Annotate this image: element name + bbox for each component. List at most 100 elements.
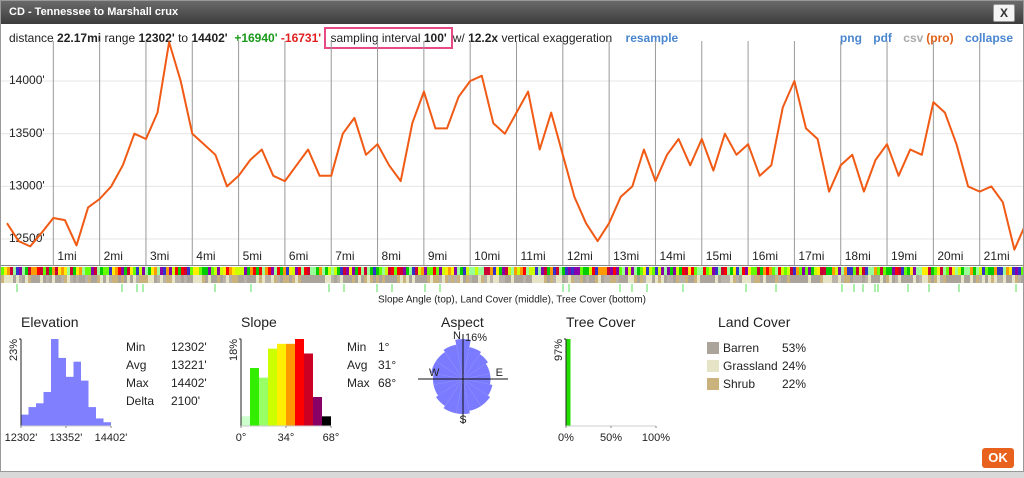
x-tick-label: 20mi <box>937 249 963 263</box>
slope-cell <box>391 267 394 275</box>
slope-cell <box>289 267 292 275</box>
slope-cell <box>976 267 979 275</box>
slope-cell <box>298 267 301 275</box>
land-cover-cell <box>370 275 373 283</box>
land-cover-cell <box>1003 275 1006 283</box>
slope-cell <box>583 267 586 275</box>
slope-cell <box>25 267 28 275</box>
land-cover-cell <box>103 275 106 283</box>
slope-cell <box>784 267 787 275</box>
slope-cell <box>94 267 97 275</box>
land-cover-cell <box>721 275 724 283</box>
tree-cover-cell <box>16 284 18 292</box>
y-tick-label: 18% <box>228 339 240 361</box>
resample-link[interactable]: resample <box>625 31 679 45</box>
land-cover-cell <box>490 275 493 283</box>
histogram-bar <box>58 357 66 426</box>
land-cover-cell <box>127 275 130 283</box>
land-cover-cell <box>472 275 475 283</box>
land-cover-cell <box>346 275 349 283</box>
aspect-wedge <box>443 379 463 414</box>
slope-cell <box>409 267 412 275</box>
land-cover-cell <box>955 275 958 283</box>
slope-cell <box>463 267 466 275</box>
land-cover-cell <box>7 275 10 283</box>
tree-cover-cell <box>568 284 570 292</box>
land-cover-cell <box>994 275 997 283</box>
stat-label: Max <box>126 376 149 390</box>
slope-cell <box>748 267 751 275</box>
histogram-bar <box>268 348 277 426</box>
slope-cell <box>496 267 499 275</box>
attribute-strip <box>1 267 1023 292</box>
slope-cell <box>226 267 229 275</box>
land-cover-cell <box>970 275 973 283</box>
land-cover-cell <box>595 275 598 283</box>
slope-cell <box>514 267 517 275</box>
slope-cell <box>928 267 931 275</box>
land-cover-cell <box>757 275 760 283</box>
slope-cell <box>187 267 190 275</box>
slope-cell <box>67 267 70 275</box>
land-cover-cell <box>139 275 142 283</box>
slope-cell <box>574 267 577 275</box>
slope-cell <box>355 267 358 275</box>
land-cover-cell <box>874 275 877 283</box>
slope-cell <box>388 267 391 275</box>
x-tick-label: 7mi <box>335 249 354 263</box>
aspect-wedge <box>463 363 490 379</box>
land-cover-cell <box>958 275 961 283</box>
land-cover-cell <box>184 275 187 283</box>
slope-cell <box>148 267 151 275</box>
land-cover-cell <box>781 275 784 283</box>
slope-cell <box>319 267 322 275</box>
land-cover-cell <box>421 275 424 283</box>
x-tick-label: 18mi <box>845 249 871 263</box>
histogram-bar <box>43 391 51 426</box>
value: 12.2x <box>468 31 499 45</box>
land-cover-cell <box>604 275 607 283</box>
slope-cell <box>79 267 82 275</box>
slope-cell <box>460 267 463 275</box>
csv-link[interactable]: csv <box>903 31 924 45</box>
slope-cell <box>814 267 817 275</box>
png-link[interactable]: png <box>839 31 862 45</box>
value: 12302' <box>138 31 175 45</box>
close-button[interactable]: X <box>993 4 1015 22</box>
land-cover-cell <box>319 275 322 283</box>
land-cover-cell <box>28 275 31 283</box>
land-cover-cell <box>685 275 688 283</box>
slope-cell <box>952 267 955 275</box>
slope-cell <box>457 267 460 275</box>
land-cover-cell <box>403 275 406 283</box>
slope-cell <box>196 267 199 275</box>
label: to <box>178 31 189 45</box>
land-cover-cell <box>82 275 85 283</box>
slope-cell <box>604 267 607 275</box>
land-cover-cell <box>571 275 574 283</box>
y-tick-label: 14000' <box>9 73 45 87</box>
slope-cell <box>913 267 916 275</box>
slope-cell <box>331 267 334 275</box>
slope-cell <box>586 267 589 275</box>
ok-button[interactable]: OK <box>982 448 1014 468</box>
histogram-bar <box>88 407 96 426</box>
slope-cell <box>559 267 562 275</box>
land-cover-cell <box>706 275 709 283</box>
slope-cell <box>1000 267 1003 275</box>
slope-cell <box>76 267 79 275</box>
land-cover-cell <box>523 275 526 283</box>
slope-cell <box>1015 267 1018 275</box>
collapse-link[interactable]: collapse <box>964 31 1013 45</box>
x-tick-label: 11mi <box>521 249 546 263</box>
land-cover-cell <box>40 275 43 283</box>
land-cover-cell <box>91 275 94 283</box>
slope-cell <box>883 267 886 275</box>
slope-cell <box>742 267 745 275</box>
land-cover-cell <box>535 275 538 283</box>
land-cover-cell <box>718 275 721 283</box>
land-cover-cell <box>187 275 190 283</box>
legend-label: Grassland <box>723 359 778 373</box>
land-cover-cell <box>763 275 766 283</box>
land-cover-cell <box>355 275 358 283</box>
